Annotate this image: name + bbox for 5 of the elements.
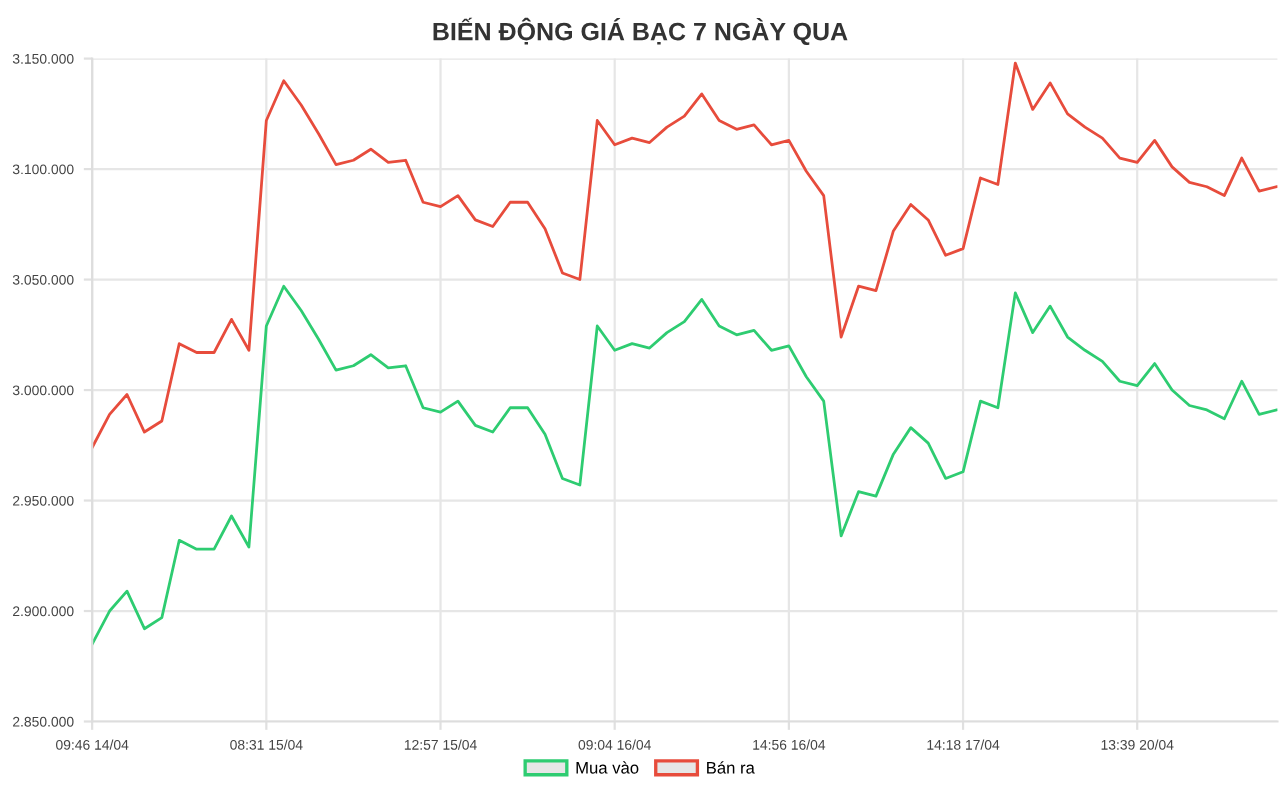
legend-label: Mua vào xyxy=(576,761,639,774)
legend-label: Bán ra xyxy=(707,761,755,774)
chart-title: BIẾN ĐỘNG GIÁ BẠC 7 NGÀY QUA xyxy=(433,17,848,46)
line-series xyxy=(92,284,1278,646)
line-series xyxy=(92,61,1278,449)
